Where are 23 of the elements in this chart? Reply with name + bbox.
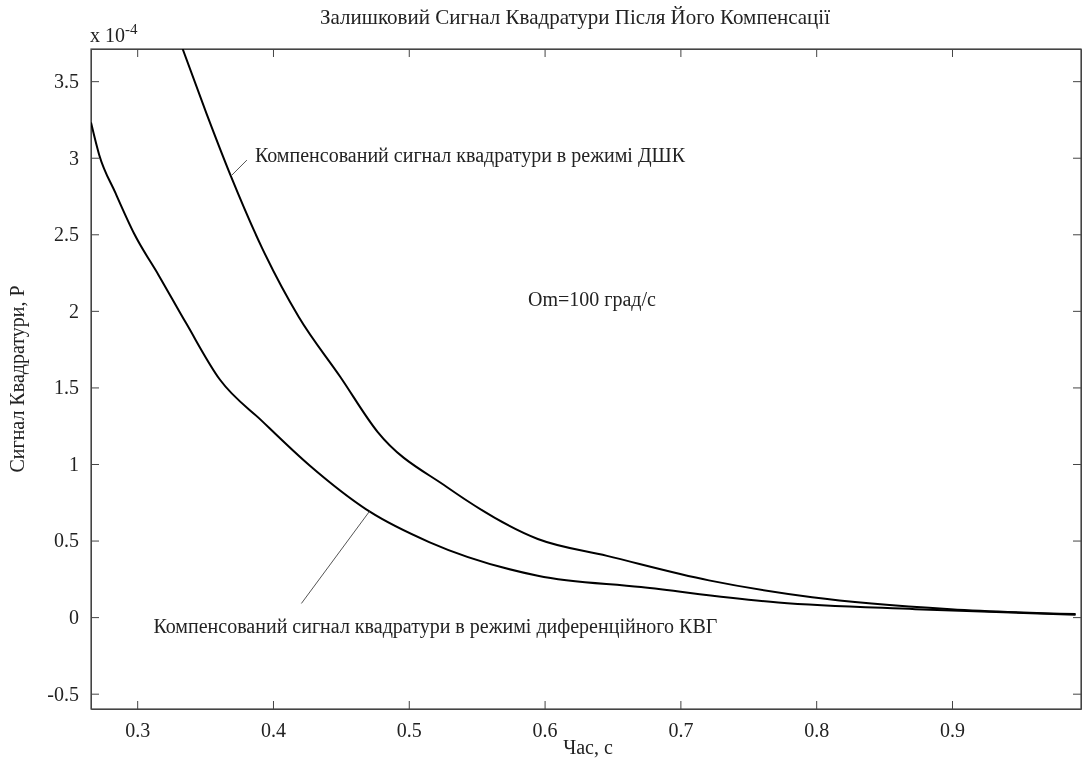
y-tick-label: 0	[69, 606, 79, 629]
y-axis-title: Сигнал Квадратури, Р	[6, 285, 29, 473]
x-tick-label: 0.6	[532, 719, 558, 742]
chart-title: Залишковий Сигнал Квадратури Після Його Компенсації	[319, 5, 831, 29]
y-tick-label: 1.5	[54, 376, 79, 399]
y-tick-label: 3	[69, 146, 79, 169]
x-tick-label: 0.7	[668, 719, 694, 742]
x-tick-label: 0.3	[125, 719, 151, 742]
x-axis-title: Час, с	[563, 736, 613, 758]
text: x 10$^{-4}$	[90, 21, 138, 46]
y-tick-label: 3.5	[54, 70, 79, 93]
y-tick-label: -0.5	[47, 682, 79, 705]
x-tick-label: 0.5	[396, 719, 422, 742]
y-tick-label: 2.5	[54, 223, 79, 246]
y-tick-label: 1	[69, 452, 79, 475]
y-tick-label: 0.5	[54, 529, 79, 552]
x-tick-label: 0.4	[260, 719, 286, 742]
y-tick-label: 2	[69, 299, 79, 322]
x-tick-label: 0.8	[804, 719, 830, 742]
x-tick-label: 0.9	[939, 719, 965, 742]
annotation: Om=100 град/с	[528, 288, 657, 311]
series-label: Компенсований сигнал квадратури в режимі ДШК	[254, 144, 686, 168]
series-label: Компенсований сигнал квадратури в режимі диференційного КВГ	[153, 615, 718, 639]
